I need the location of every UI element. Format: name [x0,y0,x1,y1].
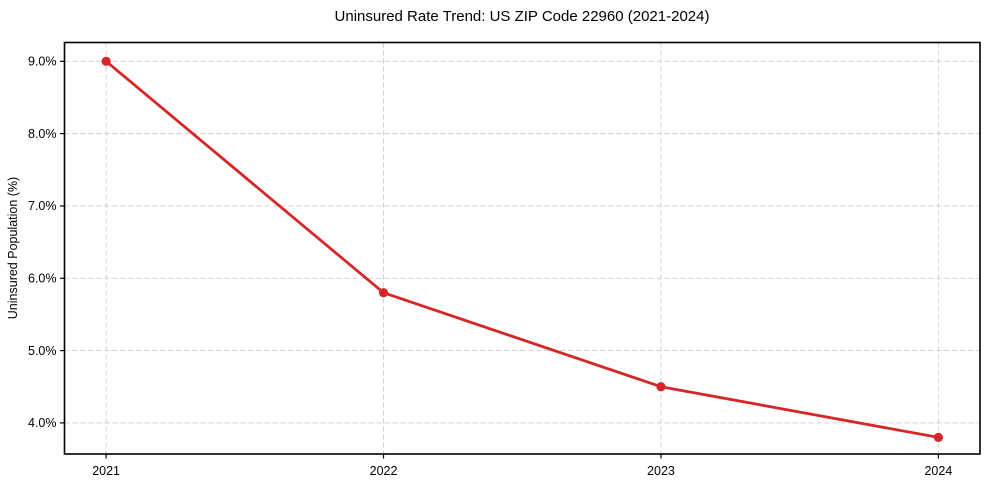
y-tick-label: 8.0% [28,127,57,141]
y-tick-label: 4.0% [28,416,57,430]
y-axis-label: Uninsured Population (%) [6,177,20,319]
axes: 4.0% 5.0% 6.0% 7.0% 8.0% 9.0% 2021 2022 2023 2024 [28,41,981,478]
y-tick-label: 6.0% [28,272,57,286]
gridlines [64,42,980,454]
x-tick-label: 2024 [924,464,952,478]
chart-title: Uninsured Rate Trend: US ZIP Code 22960 … [335,8,710,25]
data-point-2022 [378,288,389,298]
y-tick-label: 7.0% [28,199,57,213]
data-point-2024 [933,432,943,442]
x-tick-label: 2023 [647,464,675,478]
x-tick-label: 2021 [92,464,120,478]
trend-line-series [101,56,943,442]
trend-line [104,59,940,439]
y-tick-label: 9.0% [28,55,57,69]
y-tick-label: 5.0% [28,344,57,358]
data-point-2021 [101,56,111,66]
plot-border [63,41,981,455]
x-tick-label: 2022 [370,464,398,478]
data-point-2023 [656,382,666,392]
